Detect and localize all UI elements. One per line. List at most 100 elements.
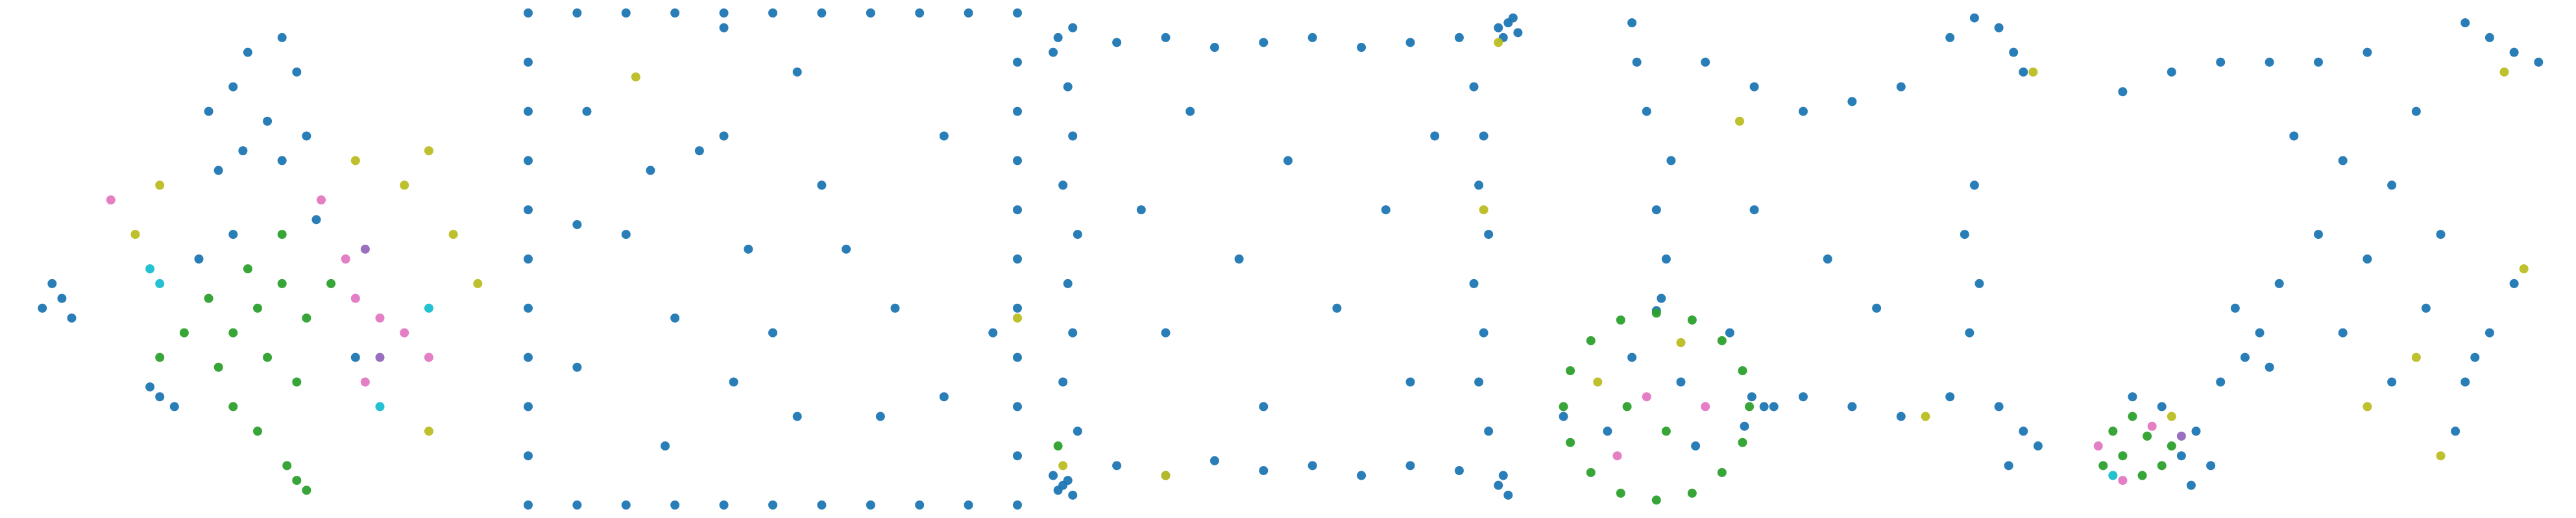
point [1209,456,1219,465]
point [1259,465,1269,475]
point [2167,441,2176,451]
point [375,313,385,323]
point [400,328,409,338]
point [524,254,533,264]
point [2436,451,2446,461]
point [1603,426,1612,436]
point [1642,392,1651,402]
point [1749,205,1759,215]
point [263,116,273,126]
point [1454,465,1464,475]
point [875,412,885,421]
point [169,402,179,412]
point [2128,412,2137,421]
point [1691,441,1701,451]
point [1073,426,1082,436]
point [1209,43,1219,53]
point [572,219,582,229]
point [1612,451,1622,461]
point [1430,131,1440,141]
point [1734,116,1744,126]
point [2019,67,2028,77]
point [1969,13,1979,23]
point [145,264,155,274]
point [228,82,238,92]
point [2230,303,2240,313]
point [744,244,753,254]
point [1283,156,1293,166]
point [1013,303,1022,313]
point [204,106,213,116]
point [1307,32,1317,42]
point [2499,67,2509,77]
point [1013,500,1022,510]
point [1357,471,1367,480]
point [1381,205,1391,215]
point [2108,471,2118,480]
point [2461,377,2470,387]
point [2509,47,2519,57]
point [2274,278,2284,288]
point [263,352,273,362]
point [106,195,115,205]
point [2436,230,2446,240]
panel [2093,18,2544,490]
point [2485,328,2494,338]
point [842,244,851,254]
point [1332,303,1342,313]
point [1259,38,1269,47]
point [1994,23,2004,32]
point [2004,461,2013,471]
point [1073,230,1082,240]
point [524,106,533,116]
point [2289,131,2299,141]
point [1068,490,1078,500]
point [326,278,336,288]
point [213,362,223,372]
point [1651,308,1661,318]
point [1494,480,1503,490]
point [1622,402,1632,412]
point [277,32,287,42]
point [424,146,433,156]
point [719,500,729,510]
point [350,352,360,362]
point [1687,315,1697,325]
point [302,313,311,323]
point [1676,338,1686,347]
point [473,278,483,288]
point [1642,106,1651,116]
point [292,67,302,77]
point [1013,451,1022,461]
point [1896,82,1906,92]
point [350,293,360,303]
point [277,278,287,288]
point [1474,377,1484,387]
point [2147,421,2157,431]
point [317,195,326,205]
point [67,313,77,323]
point [1701,402,1710,412]
point [1013,8,1022,18]
point [1945,392,1955,402]
point [1058,480,1068,490]
point [360,377,370,387]
point [130,230,140,240]
point [1307,461,1317,471]
point [1013,106,1022,116]
point [988,328,998,338]
point [277,230,287,240]
point [2206,461,2216,471]
point [915,8,925,18]
point [1494,38,1503,47]
point [2411,352,2421,362]
point [2387,377,2397,387]
point [792,67,802,77]
point [1965,328,1975,338]
point [524,303,533,313]
point [1616,488,1625,498]
point [2363,254,2372,264]
point [2167,412,2176,421]
point [1586,336,1596,345]
